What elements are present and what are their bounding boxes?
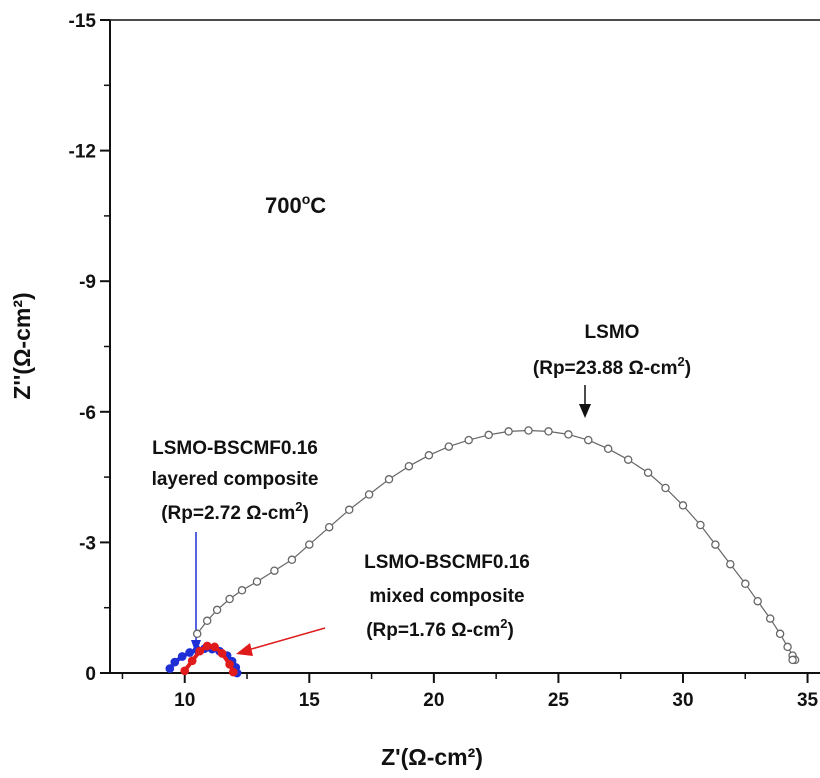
x-ticks: 10 15 20 25 30 35 xyxy=(122,673,818,711)
series-lsmo-point xyxy=(214,606,221,613)
series-lsmo-point xyxy=(346,506,353,513)
series-lsmo-point xyxy=(767,615,774,622)
layered-name-label: LSMO-BSCMF0.16 xyxy=(152,438,318,459)
series-lsmo-point xyxy=(697,521,704,528)
layered-rp-label: (Rp=2.72 Ω-cm2) xyxy=(161,499,309,524)
series-lsmo-point xyxy=(662,484,669,491)
series-lsmo-point xyxy=(425,452,432,459)
series-lsmo-point xyxy=(485,431,492,438)
series-lsmo-point xyxy=(253,578,260,585)
series-mixed-point xyxy=(230,669,237,676)
series-mixed-point xyxy=(204,642,211,649)
y-tick-label: 0 xyxy=(85,664,96,685)
series-lsmo-point xyxy=(712,541,719,548)
series-lsmo-point xyxy=(525,427,532,434)
x-tick-label: 10 xyxy=(174,690,195,711)
series-lsmo-point xyxy=(625,456,632,463)
y-tick-label: -9 xyxy=(79,272,96,293)
x-tick-label: 25 xyxy=(548,690,570,711)
series-lsmo-point xyxy=(271,567,278,574)
series-lsmo-point xyxy=(194,630,201,637)
series-layered-point xyxy=(186,649,193,656)
layered-type-label: layered composite xyxy=(152,469,319,490)
y-ticks: 0 -3 -6 -9 -12 -15 xyxy=(69,11,110,685)
series-lsmo-point xyxy=(565,431,572,438)
series-lsmo-point xyxy=(445,443,452,450)
series-lsmo-point xyxy=(585,437,592,444)
mixed-type-label: mixed composite xyxy=(369,586,524,607)
series-lsmo-point xyxy=(465,437,472,444)
mixed-arrowhead xyxy=(236,643,253,656)
series-lsmo-point xyxy=(226,595,233,602)
series-lsmo-point xyxy=(288,556,295,563)
y-axis-title: Z''(Ω-cm²) xyxy=(9,292,35,399)
series-mixed-point xyxy=(211,643,218,650)
temperature-label: 700oC xyxy=(265,191,326,218)
y-tick-label: -15 xyxy=(69,11,97,32)
series-lsmo-point xyxy=(505,428,512,435)
mixed-name-label: LSMO-BSCMF0.16 xyxy=(364,552,530,573)
series-lsmo-point xyxy=(545,428,552,435)
series-lsmo-point xyxy=(366,491,373,498)
series-lsmo-point xyxy=(326,524,333,531)
series-mixed-point xyxy=(219,650,226,657)
x-tick-label: 35 xyxy=(797,690,819,711)
series-lsmo-point xyxy=(645,469,652,476)
series-lsmo-point xyxy=(754,598,761,605)
series-layered-point xyxy=(171,659,178,666)
series-lsmo-point xyxy=(385,476,392,483)
series-lsmo-point xyxy=(742,580,749,587)
series-lsmo-point xyxy=(238,587,245,594)
x-tick-label: 30 xyxy=(672,690,693,711)
mixed-rp-label: (Rp=1.76 Ω-cm2) xyxy=(366,616,514,641)
mixed-arrow-line xyxy=(248,628,325,650)
lsmo-label: LSMO xyxy=(585,322,640,343)
series-mixed-point xyxy=(181,667,188,674)
lsmo-arrowhead xyxy=(579,404,591,418)
series-layered-point xyxy=(166,665,173,672)
series-mixed-point xyxy=(226,661,233,668)
series-lsmo-point xyxy=(605,445,612,452)
y-tick-label: -3 xyxy=(79,533,96,554)
series-lsmo-point xyxy=(679,502,686,509)
x-tick-label: 20 xyxy=(423,690,444,711)
series-lsmo-point xyxy=(727,561,734,568)
y-tick-label: -6 xyxy=(79,403,96,424)
series-lsmo-point xyxy=(784,643,791,650)
series-lsmo-point xyxy=(306,541,313,548)
series-mixed-point xyxy=(196,648,203,655)
series-lsmo-point xyxy=(405,463,412,470)
series-layered-point xyxy=(179,653,186,660)
series-lsmo-point xyxy=(789,656,796,663)
x-axis-title: Z'(Ω-cm²) xyxy=(381,744,483,770)
series-lsmo-point xyxy=(204,617,211,624)
lsmo-rp-label: (Rp=23.88 Ω-cm2) xyxy=(533,354,691,379)
x-tick-label: 15 xyxy=(299,690,321,711)
series-mixed-point xyxy=(189,657,196,664)
series-lsmo-point xyxy=(777,630,784,637)
y-tick-label: -12 xyxy=(69,142,96,163)
